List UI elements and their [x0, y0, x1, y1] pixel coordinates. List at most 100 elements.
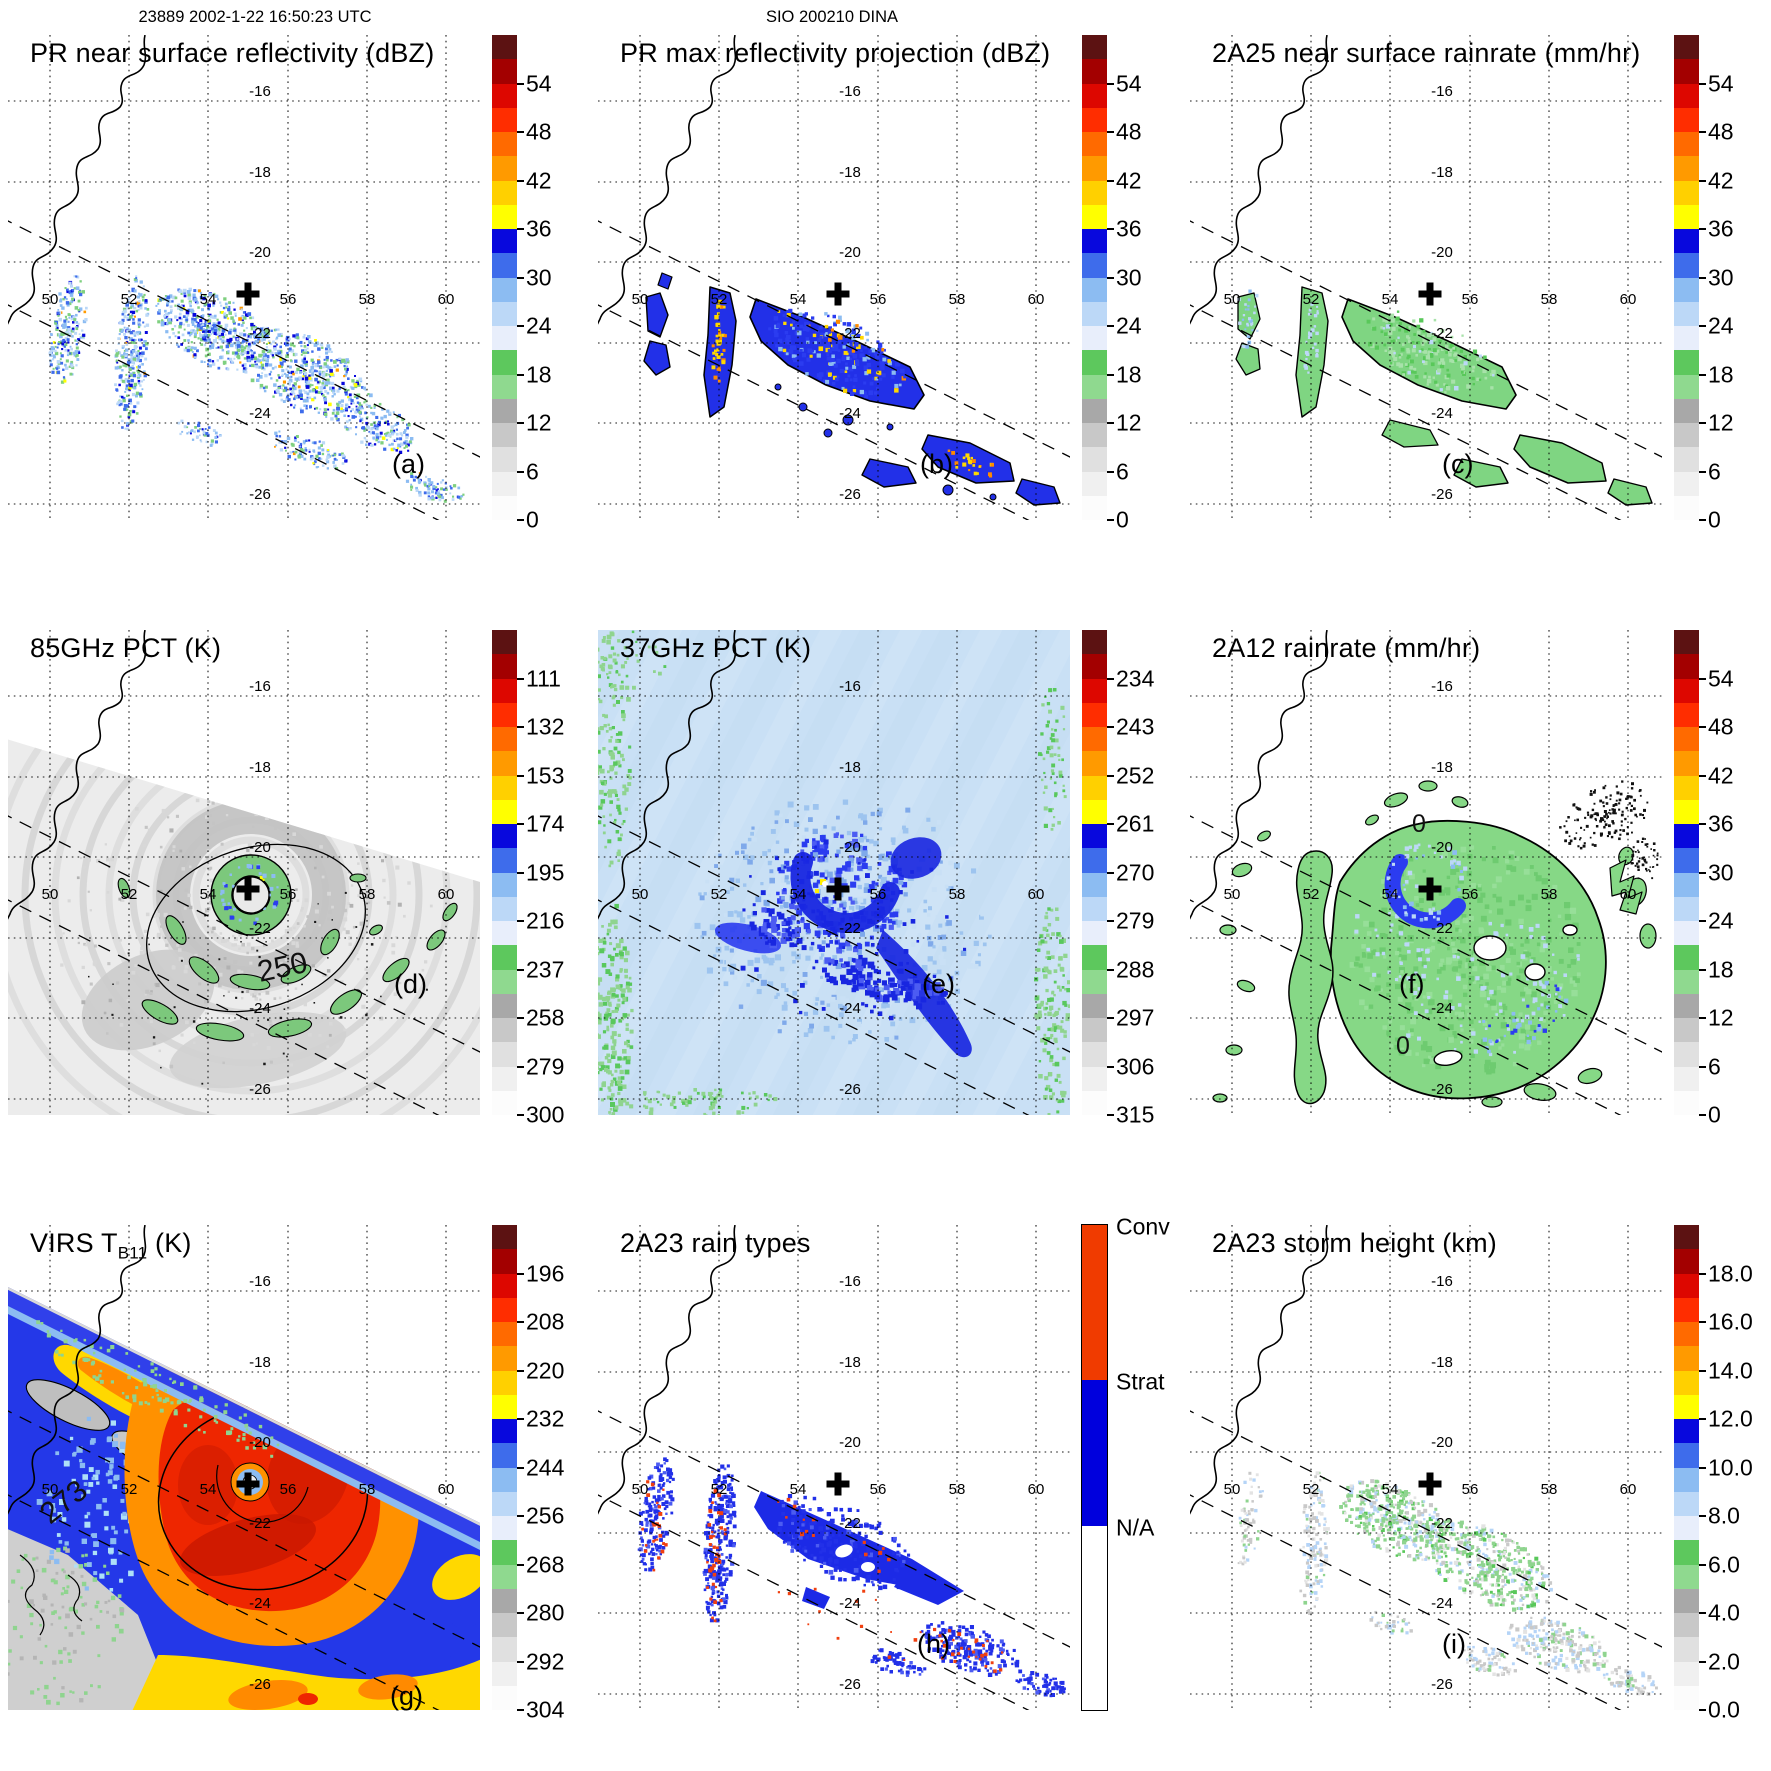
colorbar-label: 279	[526, 1053, 565, 1079]
colorbar-label: 243	[1116, 713, 1155, 740]
colorbar-label: 42	[1708, 762, 1734, 788]
colorbar-label: 220	[526, 1357, 565, 1383]
coastline-madagascar	[8, 35, 147, 325]
colorbar-segment	[492, 921, 517, 946]
colorbar-label: 36	[1116, 215, 1142, 242]
colorbar-segment	[492, 1066, 517, 1091]
colorbar-segment	[1082, 775, 1107, 800]
panel-b-map: -16 -18 -20 -22 -24 -26 50 52 54 56 58 60	[598, 35, 1070, 520]
svg-text:50: 50	[42, 291, 59, 308]
panel-f-title: 2A12 rainrate (mm/hr)	[1212, 633, 1481, 663]
colorbar-segment	[1674, 751, 1699, 776]
colorbar-tick	[517, 920, 524, 922]
colorbar-segment	[1082, 1225, 1107, 1381]
colorbar-segment	[1674, 156, 1699, 181]
colorbar-segment	[1674, 969, 1699, 994]
colorbar-label: 268	[526, 1551, 565, 1577]
colorbar-segment	[1674, 447, 1699, 472]
colorbar-segment	[492, 326, 517, 351]
colorbar-segment	[1674, 253, 1699, 278]
colorbar-label: 18	[1708, 956, 1734, 982]
colorbar-label: 54	[1116, 70, 1142, 96]
colorbar-segment	[492, 630, 517, 655]
colorbar-label: 0	[1708, 506, 1721, 533]
colorbar-segment	[1674, 824, 1699, 849]
svg-text:50: 50	[42, 886, 59, 903]
panel-e-colorbar: 234 243 252 261 270 279 288 297 306 315	[1082, 630, 1154, 1128]
svg-text:60: 60	[1028, 291, 1045, 308]
colorbar-segment	[1674, 678, 1699, 703]
swath-edge-dashed-lines	[8, 1410, 480, 1710]
colorbar-segment	[492, 848, 517, 873]
colorbar-segment	[1674, 872, 1699, 897]
colorbar-segment	[492, 993, 517, 1019]
svg-text:60: 60	[438, 291, 455, 308]
colorbar-segment	[492, 277, 517, 302]
colorbar-label: 12.0	[1708, 1405, 1753, 1432]
colorbar-segment	[492, 1491, 517, 1517]
svg-text:54: 54	[200, 291, 217, 308]
panel-i-title: 2A23 storm height (km)	[1212, 1228, 1497, 1258]
colorbar-label: 54	[1708, 665, 1734, 691]
colorbar-label: 6	[1708, 1053, 1721, 1079]
colorbar-segment	[1674, 1443, 1699, 1468]
colorbar-segment	[492, 1564, 517, 1589]
colorbar-label: 279	[1116, 907, 1155, 934]
colorbar-label: 258	[526, 1004, 565, 1031]
colorbar-segment	[492, 1322, 517, 1347]
colorbar-segment	[1082, 1525, 1107, 1710]
svg-text:-18: -18	[1431, 164, 1453, 181]
colorbar-tick	[517, 470, 524, 473]
panel-d-title: 85GHz PCT (K)	[30, 633, 222, 663]
storm-center-marker	[826, 877, 850, 901]
colorbar-segment	[1674, 471, 1699, 496]
colorbar-tick	[1699, 726, 1706, 728]
colorbar-segment	[1674, 1018, 1699, 1043]
colorbar-segment	[492, 1419, 517, 1444]
colorbar-label: 42	[526, 167, 552, 193]
colorbar-tick	[1107, 470, 1114, 473]
svg-text:-24: -24	[1431, 405, 1453, 422]
colorbar-tick	[1107, 276, 1114, 279]
svg-text:-16: -16	[249, 678, 271, 695]
colorbar-segment	[1674, 1613, 1699, 1638]
colorbar-tick	[1699, 519, 1706, 521]
colorbar-segment	[1082, 654, 1107, 679]
colorbar-label: 195	[526, 859, 565, 885]
colorbar-tick	[1107, 774, 1114, 777]
colorbar-tick	[1699, 1369, 1706, 1372]
colorbar-label: 306	[1116, 1053, 1155, 1079]
colorbar-tick	[1107, 131, 1114, 133]
tmi-rainrate-field	[1212, 780, 1659, 1108]
colorbar-tick	[517, 1418, 524, 1420]
colorbar-segment	[1674, 727, 1699, 752]
colorbar-label: 48	[1708, 713, 1734, 740]
svg-text:-24: -24	[249, 1000, 271, 1017]
colorbar-tick	[1699, 1065, 1706, 1068]
coastline-madagascar	[1190, 35, 1329, 325]
panel-a-title: PR near surface reflectivity (dBZ)	[30, 38, 435, 68]
colorbar-tick	[1107, 519, 1114, 521]
svg-text:-24: -24	[249, 405, 271, 422]
colorbar-label: 111	[526, 665, 561, 691]
svg-text:52: 52	[121, 291, 138, 308]
graticule-labels: -16 -18 -20 -22 -24 -26 50 52 54 56 58 60	[42, 83, 455, 503]
colorbar-tick	[1699, 823, 1706, 825]
panel-c-title: 2A25 near surface rainrate (mm/hr)	[1212, 38, 1641, 68]
colorbar-label: 196	[526, 1260, 565, 1286]
colorbar-segment	[1082, 702, 1107, 728]
swath-edge-dashed-lines	[1190, 1410, 1662, 1710]
colorbar-tick	[1107, 1114, 1114, 1116]
colorbar-label: 54	[1708, 70, 1734, 96]
colorbar-label: 174	[526, 810, 565, 837]
colorbar-label: 132	[526, 713, 565, 740]
colorbar-segment	[1082, 423, 1107, 448]
panel-g-letter: (g)	[390, 1681, 423, 1711]
colorbar-tick	[1699, 131, 1706, 133]
svg-text:-24: -24	[839, 405, 861, 422]
colorbar-tick	[517, 774, 524, 777]
svg-text:-20: -20	[249, 839, 271, 856]
colorbar-tick	[517, 519, 524, 521]
colorbar-label: 30	[1708, 859, 1734, 885]
